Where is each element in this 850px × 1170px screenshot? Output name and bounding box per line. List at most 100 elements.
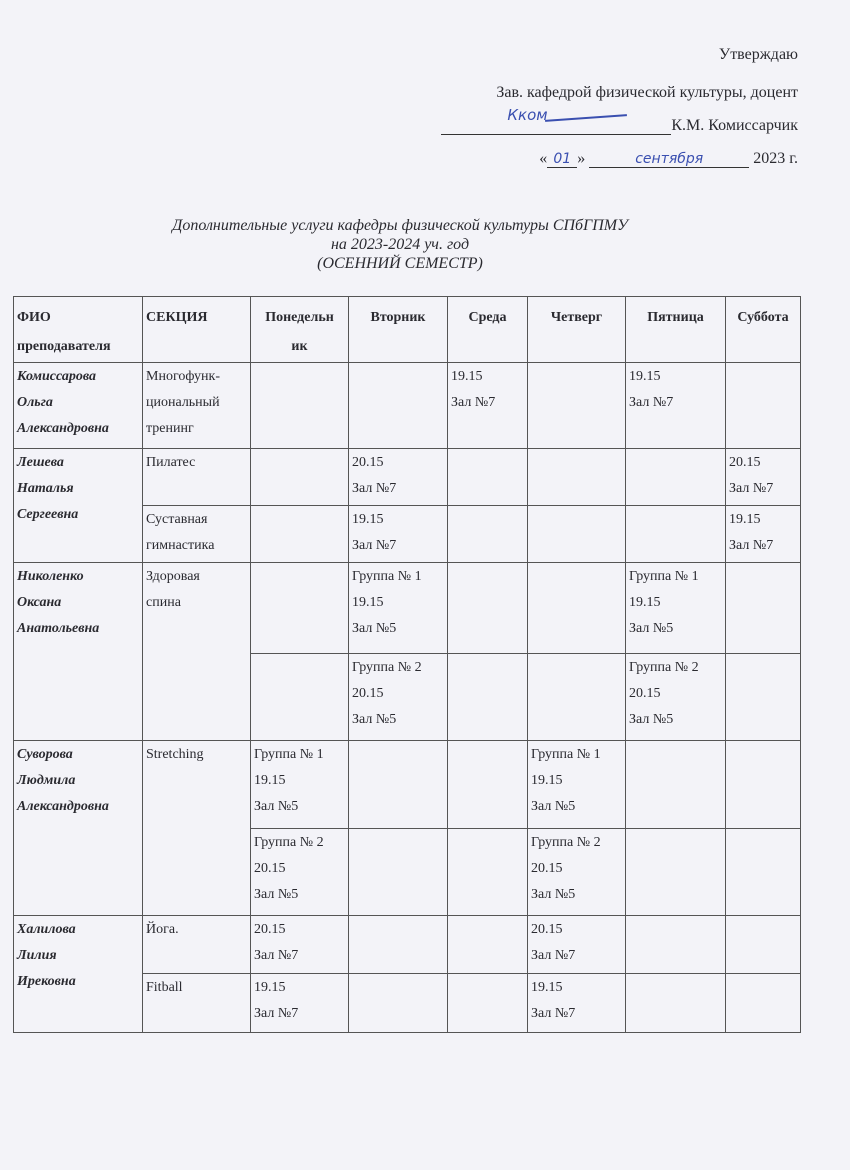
schedule-cell [527,653,626,741]
date-month: сентября [589,151,750,168]
schedule-cell: Группа № 1 19.15 Зал №5 [250,740,349,829]
cell-line: Зал №5 [254,887,299,902]
cell-line: Лилия [17,948,57,963]
schedule-cell [725,973,801,1033]
schedule-table: ФИО преподавателя СЕКЦИЯ Понедельн ик Вторник… [13,296,801,1033]
section-cell: Пилатес [142,448,251,506]
schedule-cell [250,562,349,654]
section-cell: Суставная гимнастика [142,505,251,563]
title-line: Дополнительные услуги кафедры физической… [172,217,628,234]
schedule-cell: Группа № 2 20.15 Зал №5 [250,828,349,916]
cell-line: Зал №7 [729,481,774,496]
cell-line: 19.15 [352,512,384,527]
cell-line: Группа № 2 [629,660,699,675]
cell-line: Зал №5 [531,887,576,902]
date-day: 01 [547,151,578,168]
schedule-cell [527,505,626,563]
column-header: Суббота [725,296,801,363]
cell-line: Группа № 1 [352,569,422,584]
cell-line: 20.15 [729,455,761,470]
approver-name: К.М. Комиссарчик [671,117,798,134]
cell-line: Зал №5 [629,621,674,636]
teacher-cell: Суворова Людмила Александровна [13,740,143,916]
table-row: Группа № 2 20.15 Зал №5 Группа № 2 20.15 Зал … [14,828,801,916]
cell-line: Группа № 2 [254,835,324,850]
table-row: Группа № 2 20.15 Зал №5 Группа № 2 20.15 Зал … [14,653,801,741]
table-row: Суворова Людмила Александровна Stretching Гр… [13,740,801,916]
header-row: ФИО преподавателя СЕКЦИЯ Понедельн ик Вторник… [13,296,801,363]
cell-line: Ольга [17,395,53,410]
document-title: Дополнительные услуги кафедры физической… [0,216,800,273]
schedule-cell [348,915,448,974]
cell-line: Зал №7 [451,395,496,410]
cell-line: циональный [146,395,220,410]
schedule-cell: Группа № 2 20.15 Зал №5 [527,828,626,916]
cell-line: Ирековна [17,974,76,989]
column-header: Понедельн ик [250,296,349,363]
cell-line: Группа № 1 [254,747,324,762]
cell-line: 19.15 [451,369,483,384]
table-row: Комиссарова Ольга Александровна Многофунк-ц… [13,362,801,449]
schedule-cell: 19.15 Зал №7 [447,362,528,449]
schedule-cell: 19.15 Зал №7 [725,505,801,563]
column-header: Четверг [527,296,626,363]
section-cell: Йога. [142,915,251,974]
cell-line: 19.15 [629,369,661,384]
column-header: СЕКЦИЯ [142,296,251,363]
section-cell: Stretching [142,740,251,916]
cell-line: Зал №5 [254,799,299,814]
schedule-cell [625,915,726,974]
title-line: на 2023-2024 уч. год [330,236,470,253]
schedule-cell [250,653,349,741]
teacher-cell: Комиссарова Ольга Александровна [13,362,143,449]
cell-line: Группа № 1 [531,747,601,762]
schedule-cell [447,973,528,1033]
section-cell: Многофунк-циональный тренинг [142,362,251,449]
cell-line: Александровна [17,421,109,436]
schedule-cell: 20.15 Зал №7 [527,915,626,974]
schedule-cell: Группа № 2 20.15 Зал №5 [625,653,726,741]
teacher-cell: Николенко Оксана Анатольевна [13,562,143,741]
schedule-cell: 19.15 Зал №7 [625,362,726,449]
cell-line: Суворова [17,747,73,762]
title-line: (ОСЕННИЙ СЕМЕСТР) [317,255,483,272]
section-cell: Fitball [142,973,251,1033]
schedule-cell: 19.15 Зал №7 [348,505,448,563]
cell-line: 19.15 [254,773,286,788]
cell-line: Лешева [17,455,64,470]
cell-line: Наталья [17,481,74,496]
cell-line: Сергеевна [17,507,79,522]
schedule-cell [447,740,528,829]
cell-line: Stretching [146,747,204,762]
cell-line: Зал №7 [729,538,774,553]
schedule-cell: 20.15 Зал №7 [725,448,801,506]
approval-date: «01» сентября 2023 г. [539,150,798,168]
cell-line: Зал №7 [254,948,299,963]
column-header: Пятница [625,296,726,363]
column-header: Среда [447,296,528,363]
cell-line: Группа № 2 [531,835,601,850]
table-row: Fitball 19.15 Зал №7 19.15 Зал №7 [14,973,801,1033]
cell-line: Пилатес [146,455,196,470]
date-year: 2023 г. [753,150,798,167]
cell-line: Зал №7 [531,1006,576,1021]
cell-line: 19.15 [531,980,563,995]
cell-line: Халилова [17,922,76,937]
schedule-cell [348,740,448,829]
approval-heading: Утверждаю [718,46,798,63]
cell-line: Анатольевна [17,621,100,636]
schedule-cell [348,973,448,1033]
schedule-cell [725,915,801,974]
schedule-cell [447,562,528,654]
schedule-cell [250,505,349,563]
schedule-cell [725,653,801,741]
cell-line: Александровна [17,799,109,814]
teacher-cell: Халилова Лилия Ирековна [13,915,143,1033]
schedule-cell [348,362,448,449]
cell-line: 20.15 [352,686,384,701]
cell-line: Зал №5 [352,712,397,727]
column-header: ФИО преподавателя [13,296,143,363]
section-cell: Здоровая спина [142,562,251,741]
cell-line: Зал №7 [629,395,674,410]
schedule-cell: 19.15 Зал №7 [527,973,626,1033]
